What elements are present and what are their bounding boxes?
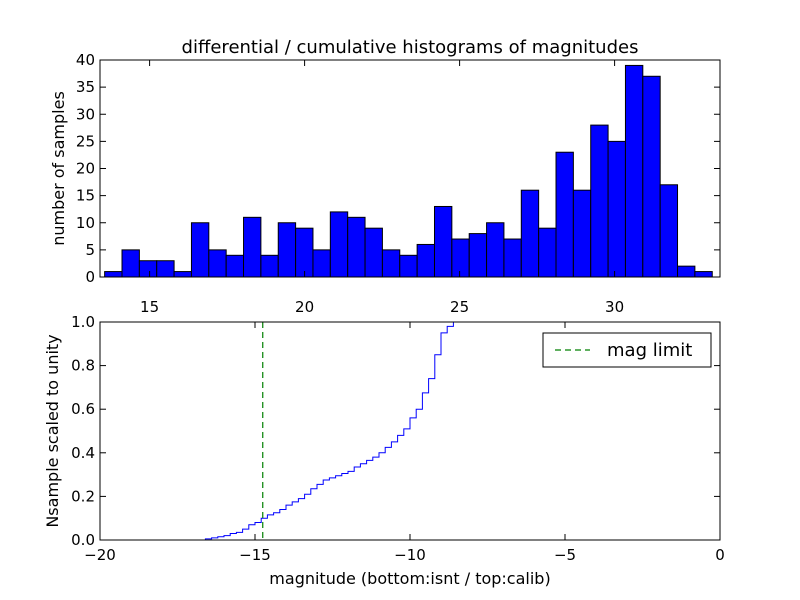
histogram-bar — [520, 189, 540, 278]
top-chart-title: differential / cumulative histograms of … — [182, 37, 639, 58]
bottom-y-axis-label: Nsample scaled to unity — [43, 334, 62, 527]
histogram-bar — [208, 249, 227, 278]
histogram-bar — [486, 222, 505, 278]
top-histogram-panel: differential / cumulative histograms of … — [49, 37, 721, 316]
histogram-bar — [659, 184, 679, 278]
histogram-bar — [173, 271, 192, 278]
histogram-bar — [572, 189, 592, 278]
top-y-tick-label: 25 — [76, 132, 95, 150]
legend: mag limit — [542, 332, 712, 368]
top-x-tick-label: 20 — [295, 298, 314, 316]
top-y-tick-label: 35 — [76, 78, 95, 96]
top-y-tick-label: 30 — [76, 105, 95, 123]
histogram-bar — [607, 140, 626, 278]
top-y-tick-label: 5 — [85, 241, 95, 259]
bottom-x-tick-label: −5 — [554, 546, 576, 564]
bottom-y-tick-label: 0.0 — [71, 531, 95, 549]
histogram-bar — [451, 238, 470, 278]
histogram-bar — [260, 254, 279, 278]
histogram-bar — [381, 249, 401, 278]
histogram-bar — [468, 233, 488, 278]
bottom-y-tick-label: 0.8 — [71, 357, 95, 375]
bottom-y-tick-label: 1.0 — [71, 313, 95, 331]
bottom-y-tick-label: 0.2 — [71, 487, 95, 505]
bottom-plot-frame — [99, 321, 721, 541]
top-bars — [104, 64, 713, 278]
histogram-bar — [121, 249, 140, 278]
histogram-bar — [104, 271, 123, 278]
legend-label: mag limit — [607, 340, 692, 361]
bottom-x-tick-label: −15 — [239, 546, 271, 564]
top-x-tick-label: 25 — [450, 298, 469, 316]
top-x-tick-label: 30 — [605, 298, 624, 316]
histogram-bar — [138, 260, 158, 278]
histogram-bar — [243, 216, 262, 278]
histogram-bar — [642, 75, 661, 278]
histogram-bar — [277, 222, 297, 278]
bottom-y-tick-label: 0.6 — [71, 400, 95, 418]
histogram-bar — [312, 249, 331, 278]
cumulative-line — [100, 321, 720, 541]
top-x-tick-label: 15 — [140, 298, 159, 316]
bottom-x-tick-label: −10 — [394, 546, 426, 564]
histogram-bar — [399, 254, 418, 278]
histogram-bar — [329, 211, 349, 278]
top-ticks: 0 5 10 15 20 25 30 35 40 15 20 25 30 — [76, 51, 720, 316]
top-plot-frame — [99, 59, 721, 278]
histogram-bar — [364, 227, 383, 278]
top-y-tick-label: 10 — [76, 214, 95, 232]
histogram-bar — [156, 260, 175, 278]
bottom-ticks: 0.0 0.2 0.4 0.6 0.8 1.0 −20 −15 −10 −5 0 — [71, 313, 725, 564]
histogram-bar — [538, 227, 557, 278]
top-y-axis-label: number of samples — [49, 91, 68, 246]
bottom-y-tick-label: 0.4 — [71, 444, 95, 462]
top-y-tick-label: 15 — [76, 187, 95, 205]
histogram-bar — [677, 265, 696, 278]
histogram-bar — [694, 271, 713, 278]
histogram-bar — [225, 254, 245, 278]
histogram-bar — [590, 124, 609, 278]
bottom-x-tick-label: 0 — [715, 546, 725, 564]
histogram-bar — [433, 205, 453, 278]
histogram-bar — [347, 216, 366, 278]
bottom-x-axis-label: magnitude (bottom:isnt / top:calib) — [269, 569, 550, 588]
bottom-x-tick-label: −20 — [84, 546, 116, 564]
histogram-bar — [503, 238, 522, 278]
bottom-cumulative-panel: Nsample scaled to unity magnitude (botto… — [43, 313, 725, 588]
histogram-bar — [624, 64, 644, 278]
histogram-bar — [416, 243, 435, 278]
histogram-bar — [295, 227, 314, 278]
top-y-tick-label: 0 — [85, 268, 95, 286]
histogram-bar — [190, 222, 210, 278]
top-y-tick-label: 20 — [76, 160, 95, 178]
histogram-bar — [555, 151, 574, 278]
top-y-tick-label: 40 — [76, 51, 95, 69]
